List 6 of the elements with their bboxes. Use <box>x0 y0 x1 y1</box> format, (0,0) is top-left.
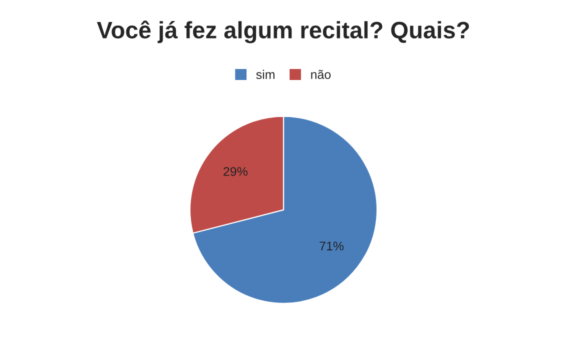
pie-slice <box>192 116 378 304</box>
chart-title: Você já fez algum recital? Quais? <box>96 20 469 44</box>
data-label: 29% <box>224 167 248 176</box>
legend-label: não <box>311 70 331 79</box>
legend-label: sim <box>256 70 274 79</box>
data-label: 71% <box>320 242 344 250</box>
